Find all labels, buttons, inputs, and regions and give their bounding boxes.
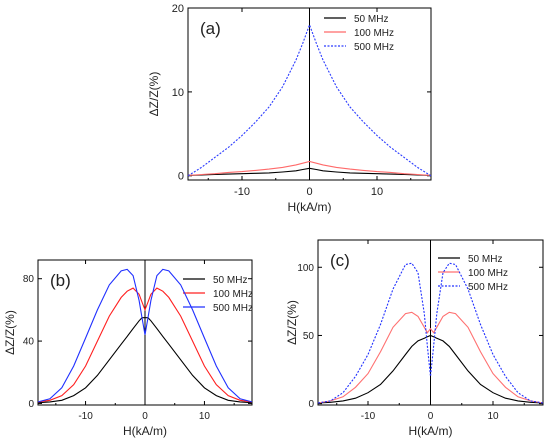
series-line-2 <box>37 287 253 403</box>
legend-label: 50 MHz <box>213 275 247 286</box>
series-line-1 <box>37 317 253 404</box>
y-axis-title: ΔZ/Z(%) <box>147 72 161 117</box>
y-axis-title: ΔZ/Z(%) <box>3 310 17 355</box>
series-line-2 <box>317 311 544 404</box>
legend-label: 100 MHz <box>468 268 508 279</box>
y-tick-label: 0 <box>178 171 184 183</box>
y-tick-label: 40 <box>23 337 35 348</box>
chart-panel-a: -10 0 10 0 10 20 H(kA/m) ΔZ/Z(%) (a) 50 MHz 100 MH… <box>147 3 432 214</box>
y-tick-label: 0 <box>308 399 314 410</box>
series-line-1 <box>317 334 544 404</box>
panel-label: (a) <box>200 19 221 38</box>
series-line-3 <box>37 268 253 403</box>
legend-label: 100 MHz <box>354 28 394 39</box>
panel-label: (c) <box>330 251 350 270</box>
legend-label: 50 MHz <box>468 254 502 265</box>
legend-label: 500 MHz <box>468 282 508 293</box>
x-tick-label: -10 <box>361 411 376 422</box>
panel-label: (b) <box>50 271 71 290</box>
legend-label: 500 MHz <box>213 303 253 314</box>
x-axis-title: H(kA/m) <box>288 200 332 214</box>
x-axis-title: H(kA/m) <box>409 424 453 438</box>
y-tick-label: 0 <box>28 399 34 410</box>
x-tick-label: 0 <box>306 186 312 198</box>
y-axis-title: ΔZ/Z(%) <box>285 300 299 345</box>
y-tick-label: 20 <box>172 3 184 15</box>
x-tick-label: 10 <box>487 411 499 422</box>
chart-panel-b: -10 0 10 0 40 80 H(kA/m) ΔZ/Z(%) (b) 50 MHz 100 MH… <box>3 259 253 438</box>
x-tick-label: -10 <box>78 411 93 422</box>
series-line-1 <box>187 167 432 176</box>
y-tick-label: 50 <box>303 331 315 342</box>
x-tick-label: 10 <box>199 411 211 422</box>
y-tick-label: 80 <box>23 274 35 285</box>
x-tick-label: -10 <box>234 186 250 198</box>
legend-label: 50 MHz <box>354 14 388 25</box>
x-tick-label: 0 <box>142 411 148 422</box>
legend-label: 500 MHz <box>354 42 394 53</box>
x-tick-label: 10 <box>371 186 383 198</box>
x-tick-label: 0 <box>428 411 434 422</box>
legend-label: 100 MHz <box>213 289 253 300</box>
y-tick-label: 100 <box>297 263 314 274</box>
x-axis-title: H(kA/m) <box>123 424 167 438</box>
y-tick-label: 10 <box>172 87 184 99</box>
series-line-2 <box>187 160 432 176</box>
